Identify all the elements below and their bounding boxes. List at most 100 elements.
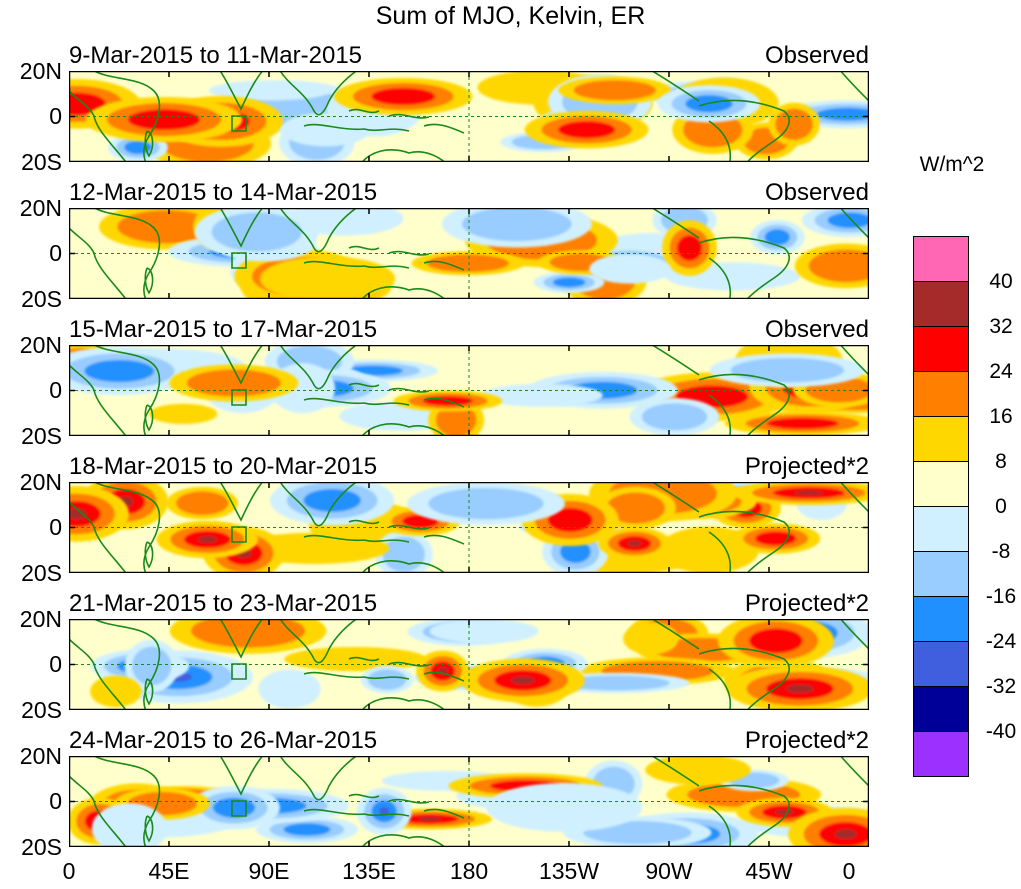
coastline-segment bbox=[423, 123, 465, 134]
colorbar-tick-label: 16 bbox=[989, 405, 1013, 428]
anomaly-map bbox=[69, 619, 869, 710]
positive-anomaly-blob bbox=[416, 650, 470, 692]
colorbar-swatch bbox=[913, 327, 969, 372]
negative-anomaly-blob bbox=[188, 785, 280, 830]
negative-anomaly-blob bbox=[269, 482, 395, 526]
negative-anomaly-blob bbox=[429, 619, 539, 644]
anomaly-map bbox=[69, 482, 869, 573]
coastline-segment bbox=[348, 519, 380, 525]
colorbar-swatch bbox=[913, 417, 969, 462]
lat-label: 20N bbox=[19, 606, 62, 632]
colorbar-swatch bbox=[913, 552, 969, 597]
colorbar-swatch bbox=[913, 462, 969, 507]
lat-label: 20S bbox=[21, 697, 62, 723]
positive-anomaly-blob bbox=[731, 523, 821, 554]
coastline-segment bbox=[144, 130, 154, 158]
colorbar-tick-label: 40 bbox=[989, 270, 1013, 293]
positive-anomaly-blob bbox=[460, 658, 585, 703]
coastline-segment bbox=[219, 345, 264, 385]
coastline-segment bbox=[423, 534, 465, 545]
lon-label: 0 bbox=[62, 858, 76, 884]
positive-anomaly-blob bbox=[411, 251, 525, 276]
panel-date-range: 18-Mar-2015 to 20-Mar-2015 bbox=[69, 453, 378, 480]
positive-anomaly-blob bbox=[598, 527, 671, 560]
lat-label: 20N bbox=[19, 195, 62, 221]
colorbar-swatch bbox=[913, 507, 969, 552]
lat-label: 20N bbox=[19, 469, 62, 495]
negative-anomaly-blob bbox=[589, 254, 671, 284]
coastline-segment bbox=[279, 71, 358, 116]
positive-anomaly-blob bbox=[623, 622, 679, 655]
coastlines bbox=[69, 482, 869, 573]
coastline-segment bbox=[361, 834, 446, 847]
coastline-segment bbox=[93, 208, 161, 299]
anomaly-map bbox=[69, 208, 869, 299]
coastline-segment bbox=[93, 71, 161, 162]
coastline-segment bbox=[219, 71, 264, 111]
coastline-segment bbox=[231, 663, 247, 680]
positive-anomaly-blob bbox=[524, 110, 649, 149]
coastline-segment bbox=[348, 108, 380, 114]
lat-label: 20S bbox=[21, 560, 62, 586]
panel-type-label: Observed bbox=[764, 316, 869, 343]
coastline-segment bbox=[388, 387, 430, 393]
positive-anomaly-blob bbox=[558, 76, 672, 105]
panel-date-range: 24-Mar-2015 to 26-Mar-2015 bbox=[69, 727, 378, 754]
negative-anomaly-blob bbox=[356, 787, 412, 836]
map-panel-5: 21-Mar-2015 to 23-Mar-2015 Projected*2 bbox=[69, 590, 869, 710]
coastline-segment bbox=[303, 260, 410, 269]
coastline-segment bbox=[144, 404, 154, 432]
coastline-segment bbox=[698, 236, 790, 299]
negative-anomaly-blob bbox=[69, 346, 195, 396]
lat-label: 0 bbox=[49, 377, 62, 403]
map-panel-2: 12-Mar-2015 to 14-Mar-2015 Observed bbox=[69, 179, 869, 299]
negative-anomaly-blob bbox=[194, 208, 319, 259]
colorbar-tick-label: 24 bbox=[989, 360, 1013, 383]
colorbar-swatch bbox=[913, 642, 969, 687]
map-panel-6: 24-Mar-2015 to 26-Mar-2015 Projected*2 bbox=[69, 727, 869, 847]
panel-date-range: 9-Mar-2015 to 11-Mar-2015 bbox=[69, 42, 363, 69]
lat-label: 20S bbox=[21, 286, 62, 312]
coastline-segment bbox=[388, 798, 430, 804]
lat-label: 20S bbox=[21, 423, 62, 449]
coastline-segment bbox=[361, 697, 446, 710]
negative-anomaly-blob bbox=[360, 665, 414, 694]
coastline-segment bbox=[423, 260, 465, 271]
colorbar-tick-label: -8 bbox=[991, 540, 1011, 563]
coastline-segment bbox=[279, 619, 358, 664]
colorbar-tick-label: -24 bbox=[985, 630, 1017, 653]
negative-anomaly-blob bbox=[406, 482, 565, 526]
coastline-segment bbox=[361, 286, 446, 299]
positive-anomaly-blob bbox=[259, 256, 396, 299]
coastline-segment bbox=[388, 113, 430, 119]
coastlines bbox=[69, 756, 869, 847]
positive-anomaly-blob bbox=[166, 486, 239, 520]
negative-anomaly-blob bbox=[441, 208, 592, 248]
coastline-segment bbox=[303, 534, 410, 543]
coastline-segment bbox=[303, 123, 410, 132]
map-panel-3: 15-Mar-2015 to 17-Mar-2015 Observed bbox=[69, 316, 869, 436]
coastline-segment bbox=[93, 756, 161, 847]
negative-anomaly-blob bbox=[258, 669, 321, 709]
lat-label: 0 bbox=[49, 514, 62, 540]
coastline-segment bbox=[279, 482, 358, 527]
anomaly-map bbox=[69, 345, 869, 436]
negative-anomaly-blob bbox=[749, 219, 805, 255]
lat-label: 20N bbox=[19, 58, 62, 84]
colorbar-swatch bbox=[913, 597, 969, 642]
coastline-segment bbox=[361, 149, 446, 162]
coastline-segment bbox=[303, 671, 410, 680]
coastline-segment bbox=[93, 482, 161, 573]
coastline-segment bbox=[231, 252, 247, 269]
map-panel-1: 9-Mar-2015 to 11-Mar-2015 Observed bbox=[69, 42, 869, 162]
coastline-segment bbox=[698, 784, 790, 847]
lat-label: 20N bbox=[19, 332, 62, 358]
coastline-segment bbox=[388, 661, 430, 667]
coastline-segment bbox=[279, 345, 358, 390]
coastline-segment bbox=[303, 397, 410, 406]
colorbar-swatch bbox=[913, 282, 969, 327]
lon-label: 0 bbox=[842, 858, 856, 884]
negative-anomaly-blob bbox=[801, 208, 869, 238]
coastline-segment bbox=[423, 397, 465, 408]
colorbar-tick-label: -16 bbox=[985, 585, 1017, 608]
